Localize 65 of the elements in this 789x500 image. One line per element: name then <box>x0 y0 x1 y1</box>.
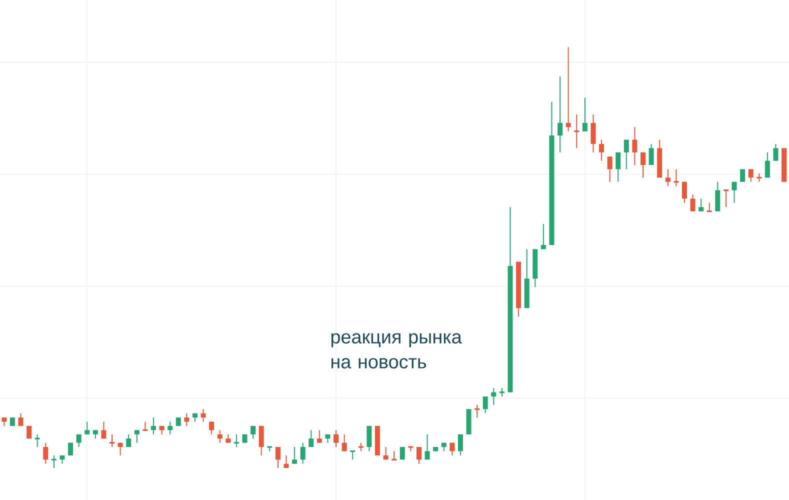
candlestick <box>599 139 604 162</box>
candlestick <box>672 168 680 187</box>
candlestick <box>573 114 580 149</box>
candlestick <box>43 442 48 464</box>
candlestick <box>108 434 116 448</box>
candlestick <box>151 417 156 435</box>
candlestick <box>632 126 638 166</box>
candlestick <box>482 396 488 414</box>
candlestick <box>284 454 289 469</box>
candlestick <box>682 181 687 204</box>
candlestick <box>665 168 670 187</box>
candlestick <box>68 442 74 456</box>
candlestick <box>50 454 58 469</box>
candlestick <box>748 168 754 182</box>
annotation: реакция рынка на новость <box>331 333 462 368</box>
candlestick <box>590 114 596 153</box>
candlestick <box>184 412 190 426</box>
candlestick <box>624 139 629 170</box>
candlestick <box>308 430 314 448</box>
candlestick <box>18 412 24 426</box>
candlestick <box>540 223 546 250</box>
candlestick <box>334 430 339 448</box>
candlestick <box>275 446 280 469</box>
candlestick <box>698 198 704 212</box>
candlestick <box>217 430 222 444</box>
candlestick <box>616 152 621 182</box>
candlestick <box>383 446 388 460</box>
candlestick <box>250 425 256 440</box>
candlestick <box>416 446 422 464</box>
candlestick <box>424 434 430 460</box>
candlestick <box>582 97 588 132</box>
candlestick <box>722 189 730 208</box>
candlestick <box>118 442 123 456</box>
candlestick <box>84 421 90 435</box>
candlestick <box>34 434 41 448</box>
candlestick <box>200 408 206 422</box>
candlestick <box>209 421 214 435</box>
candlestick <box>607 156 612 182</box>
candlestick <box>450 442 455 456</box>
candlestick <box>640 152 646 178</box>
candlestick <box>76 434 82 448</box>
candlestick <box>764 152 770 178</box>
candlestick <box>558 76 563 153</box>
candlestick <box>366 425 372 452</box>
candlestick <box>316 430 322 444</box>
candlestick <box>126 434 132 448</box>
candlestick <box>690 194 696 212</box>
candlestick <box>292 446 298 464</box>
candlestick <box>715 181 720 212</box>
candlestick <box>258 425 264 456</box>
candlestick <box>474 404 480 418</box>
candlestick <box>491 388 496 406</box>
candlestick <box>773 143 778 162</box>
candlestick <box>458 434 463 456</box>
candlestick <box>168 421 173 435</box>
candlestick <box>740 168 746 182</box>
candlestick <box>342 434 347 452</box>
candlestick <box>566 46 571 132</box>
candlestick <box>390 450 398 460</box>
candlestick <box>648 143 654 166</box>
candlestick <box>300 442 306 464</box>
candlestick <box>101 421 106 440</box>
candlestick <box>233 434 240 448</box>
candlestick <box>134 430 140 444</box>
candlestick <box>142 421 148 431</box>
